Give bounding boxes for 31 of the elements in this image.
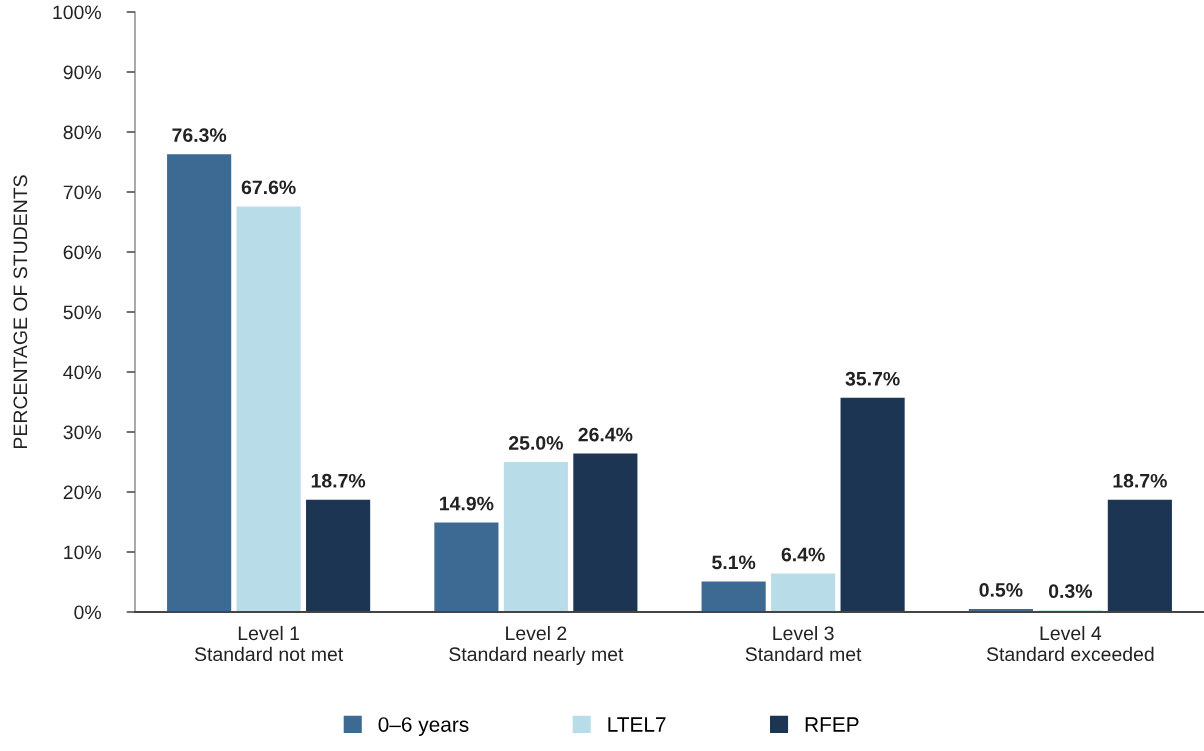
x-tick-label: Level 3 Standard met bbox=[745, 625, 862, 662]
y-tick-label: 0% bbox=[74, 605, 101, 620]
data-label: 26.4% bbox=[578, 427, 633, 442]
data-label: 76.3% bbox=[172, 128, 227, 143]
y-tick-label: 40% bbox=[63, 365, 101, 380]
legend-label: RFEP bbox=[805, 717, 859, 732]
y-tick-label: 90% bbox=[63, 65, 101, 80]
x-tick-label: Level 4 Standard exceeded bbox=[986, 625, 1154, 662]
data-label: 25.0% bbox=[508, 436, 563, 450]
legend-label: 0–6 years bbox=[378, 717, 469, 737]
data-label: 18.7% bbox=[1113, 473, 1167, 488]
y-tick-label: 60% bbox=[63, 245, 101, 260]
x-tick-label: Level 2 Standard nearly met bbox=[449, 625, 624, 665]
data-label: 14.9% bbox=[440, 496, 494, 511]
y-tick-label: 80% bbox=[63, 125, 101, 140]
y-tick-label: 30% bbox=[63, 425, 101, 440]
y-tick-label: 20% bbox=[63, 485, 101, 500]
data-label: 67.6% bbox=[241, 180, 296, 195]
y-axis-title: PERCENTAGE OF STUDENTS bbox=[13, 175, 28, 448]
data-label: 0.5% bbox=[979, 583, 1023, 597]
legend-label: LTEL7 bbox=[608, 717, 666, 732]
data-label: 6.4% bbox=[781, 547, 825, 562]
y-tick-label: 10% bbox=[64, 545, 101, 560]
x-tick-label: Level 1 Standard not met bbox=[194, 625, 344, 662]
data-label: 0.3% bbox=[1048, 584, 1093, 599]
data-label: 35.7% bbox=[845, 371, 900, 386]
y-tick-label: 70% bbox=[63, 185, 101, 200]
data-label: 5.1% bbox=[712, 555, 756, 570]
y-tick-label: 100% bbox=[53, 5, 101, 20]
data-label: 18.7% bbox=[311, 473, 366, 488]
y-tick-label: 50% bbox=[63, 305, 101, 320]
